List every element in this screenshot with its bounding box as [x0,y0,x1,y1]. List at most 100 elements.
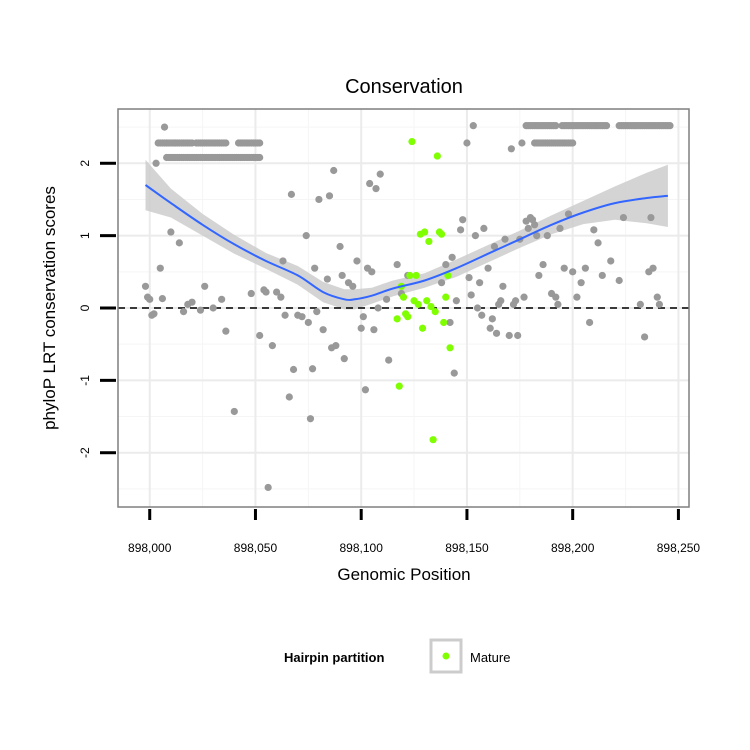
data-point-other [552,293,560,301]
data-point-other [488,315,496,323]
data-point-other [594,239,602,247]
data-point-other [222,139,230,147]
x-tick-label: 898,200 [551,541,595,555]
data-point-other [268,342,276,350]
data-point-other [330,166,338,175]
data-point-other [465,274,473,282]
data-point-other [473,304,482,312]
data-point-other [289,365,298,374]
x-axis: 898,000 898,050 898,100 898,150 898,200 898,2… [128,509,700,555]
data-point-other [535,271,543,280]
data-point-other [564,210,573,218]
data-point-other [188,298,196,306]
data-point-other [590,226,598,234]
data-point-other [492,329,501,337]
data-point-other [452,297,460,305]
data-point-other [141,282,150,290]
data-point-other [357,324,365,332]
points-mature [393,137,454,444]
data-point-other [319,326,327,334]
points-other [141,122,663,492]
data-point-mature [406,271,414,280]
data-point-other [480,224,488,232]
data-point-other [581,264,589,272]
x-tick-label: 898,150 [445,541,489,555]
data-point-other [201,282,209,290]
data-point-other [666,122,674,130]
data-point-other [196,306,205,314]
legend-label-mature: Mature [470,650,510,665]
data-point-other [385,356,393,364]
data-point-other [442,260,450,269]
data-point-other [486,324,494,332]
data-point-other [287,190,296,198]
data-point-other [560,264,568,272]
data-point-other [325,192,334,200]
data-point-other [552,122,560,130]
data-point-other [340,355,348,363]
data-point-mature [444,271,452,280]
data-point-other [338,271,346,280]
data-point-mature [431,308,439,316]
data-point-mature [404,313,412,321]
data-point-other [497,297,505,305]
data-point-other [262,288,270,296]
data-point-other [507,145,515,153]
data-point-mature [423,297,431,305]
x-tick-label: 898,050 [234,541,278,555]
data-point-other [336,242,344,251]
data-point-mature [440,318,448,327]
data-point-other [323,275,331,283]
data-point-other [514,331,522,340]
x-tick-label: 898,000 [128,541,172,555]
data-point-other [152,159,160,167]
data-point-other [366,179,374,188]
data-point-other [573,293,581,301]
data-point-other [368,268,376,276]
y-axis-title: phyloP LRT conservation scores [40,186,59,430]
data-point-other [467,291,475,299]
data-point-other [230,407,238,416]
data-point-other [598,271,606,280]
x-tick-label: 898,100 [340,541,384,555]
data-point-other [256,153,264,162]
data-point-other [539,260,547,269]
data-point-other [607,257,615,265]
panel-border [117,108,690,508]
data-point-other [179,308,188,316]
data-point-other [332,342,340,350]
data-point-other [531,221,539,229]
data-point-other [175,239,183,247]
data-point-other [256,331,264,340]
data-point-other [273,288,281,296]
data-point-other [376,170,384,178]
data-point-mature [418,324,427,332]
legend-title: Hairpin partition [284,650,384,665]
data-point-other [543,232,551,240]
data-point-other [382,295,391,303]
data-point-other [349,282,357,290]
data-point-other [150,310,158,318]
data-point-other [524,224,532,232]
data-point-mature [437,230,446,238]
data-point-other [156,264,164,272]
data-point-other [511,297,520,305]
data-point-other [353,257,361,265]
data-point-other [490,242,499,251]
x-tick-label: 898,250 [657,541,701,555]
data-point-other [463,139,471,147]
data-point-other [448,253,456,261]
data-point-other [569,268,577,276]
data-point-other [218,295,226,303]
data-point-other [636,300,644,308]
data-point-other [505,331,513,340]
data-point-other [313,308,321,316]
data-point-other [450,369,458,377]
data-point-other [615,276,623,285]
data-point-other [647,213,655,222]
data-point-other [160,123,169,131]
data-point-mature [395,382,403,390]
legend-key-dot [442,652,450,660]
data-point-other [569,139,577,147]
y-tick-label: -2 [78,447,92,458]
